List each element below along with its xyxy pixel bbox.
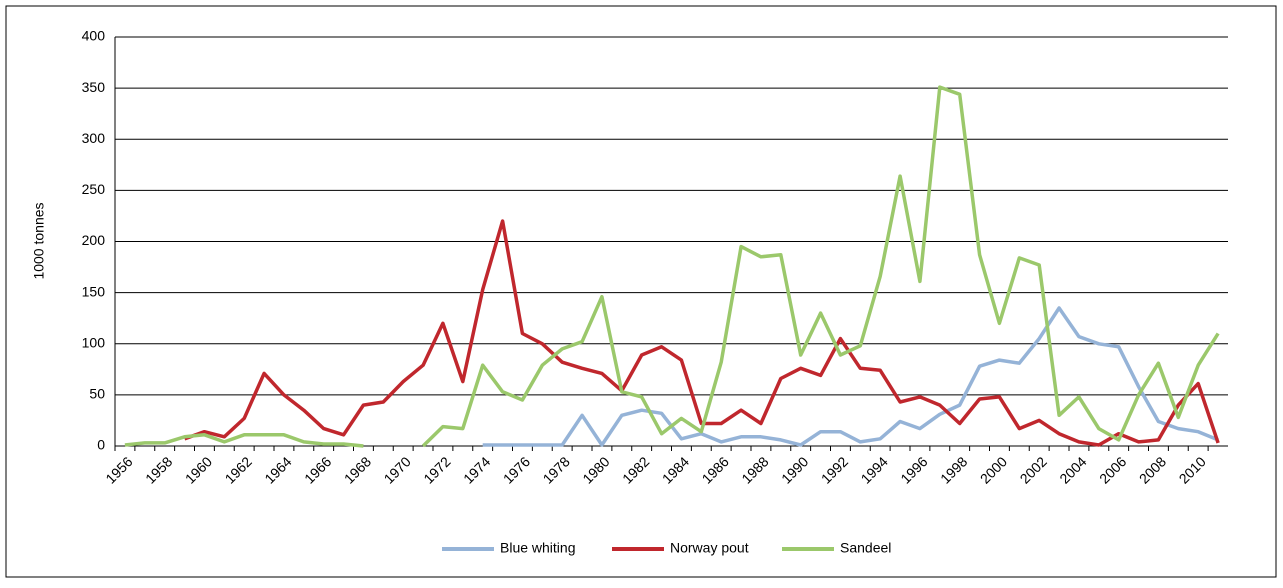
y-tick-label: 50 — [89, 386, 105, 402]
y-tick-label: 400 — [82, 28, 106, 44]
y-tick-label: 300 — [82, 130, 106, 146]
y-tick-label: 250 — [82, 181, 106, 197]
y-axis-label: 1000 tonnes — [31, 202, 47, 279]
y-tick-label: 0 — [97, 437, 105, 453]
y-tick-label: 200 — [82, 232, 106, 248]
y-tick-label: 150 — [82, 283, 106, 299]
series-line — [124, 85, 1220, 448]
series-line — [184, 219, 1220, 447]
legend-label: Sandeel — [840, 540, 891, 556]
legend-label: Blue whiting — [500, 540, 576, 556]
chart-border — [5, 5, 1277, 578]
y-tick-label: 350 — [82, 79, 106, 95]
series-line — [482, 306, 1219, 447]
legend-label: Norway pout — [670, 540, 749, 556]
y-tick-label: 100 — [82, 334, 106, 350]
